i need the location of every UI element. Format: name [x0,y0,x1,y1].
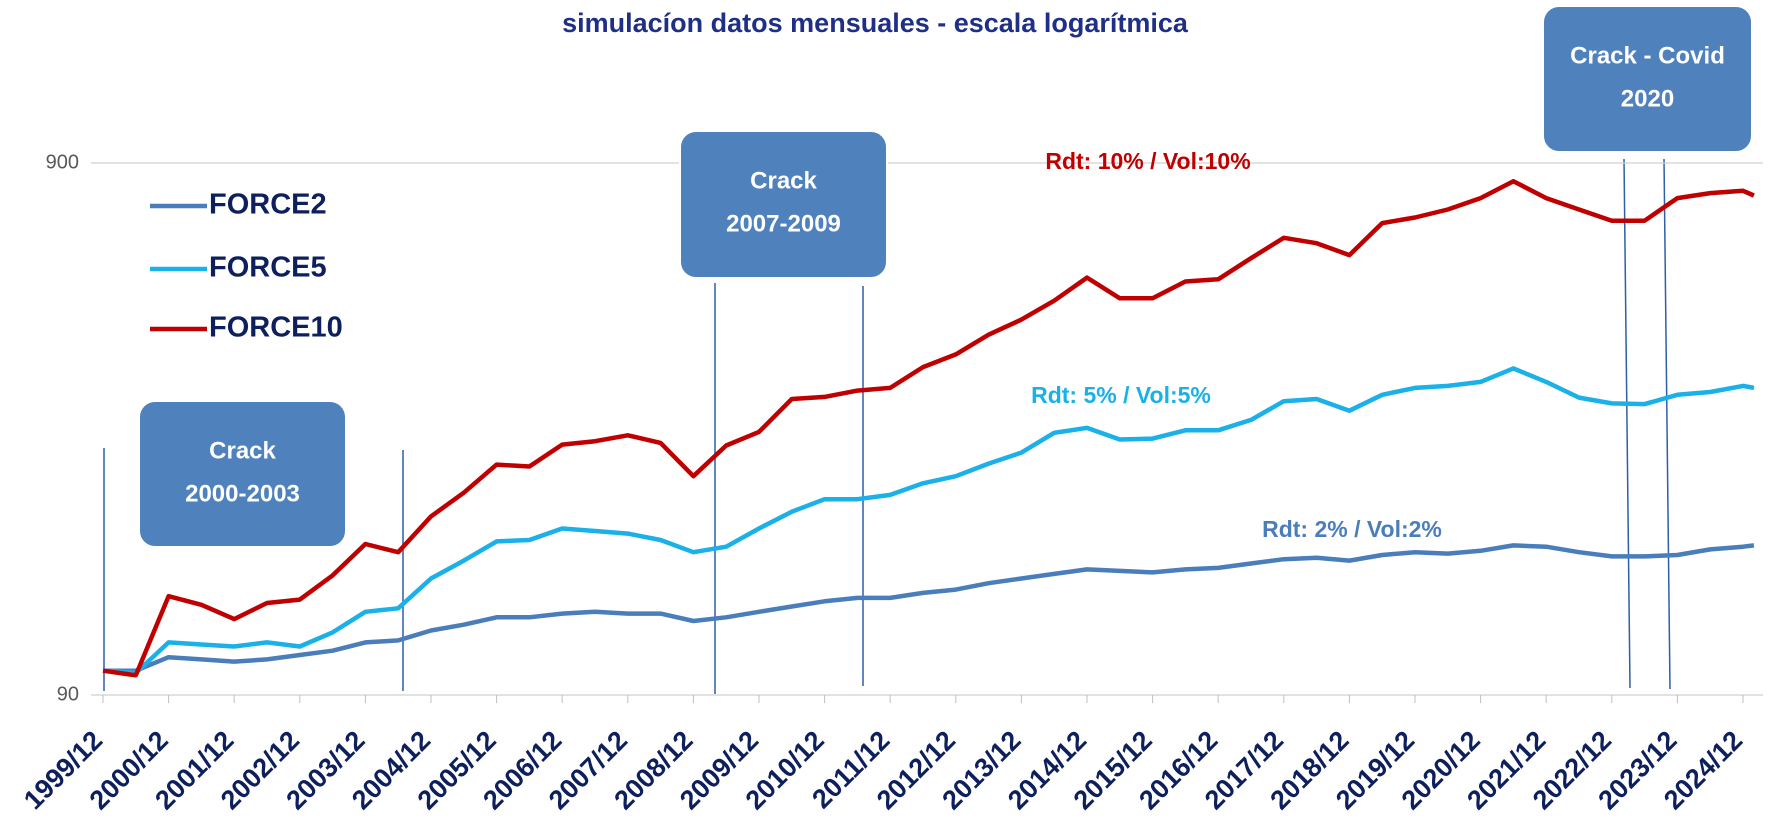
series-line [102,178,1755,678]
legend-label: FORCE5 [209,252,327,284]
annotation-text: Crack [209,437,276,464]
annotation-box [1542,5,1753,153]
annotation-text: 2000-2003 [185,480,300,507]
y-tick-label: 90 [57,683,79,705]
legend-label: FORCE2 [209,189,327,221]
annotation-text: Crack - Covid [1570,42,1725,69]
series-label: Rdt: 10% / Vol:10% [1045,148,1250,174]
event-line [1623,158,1631,689]
annotation-text: Crack [750,167,817,194]
y-tick-label: 900 [46,151,79,173]
series-label: Rdt: 2% / Vol:2% [1262,516,1442,542]
series-line [103,543,1755,673]
annotation-text: 2020 [1621,85,1674,112]
annotation-box [679,130,888,279]
event-lines [103,158,1671,694]
series-label: Rdt: 5% / Vol:5% [1031,382,1211,408]
annotation-text: 2007-2009 [726,210,841,237]
annotation-box [138,400,347,548]
event-line [1663,158,1671,690]
series-line [102,366,1755,676]
legend-label: FORCE10 [209,312,343,344]
chart-title: simulacíon datos mensuales - escala loga… [562,8,1189,38]
